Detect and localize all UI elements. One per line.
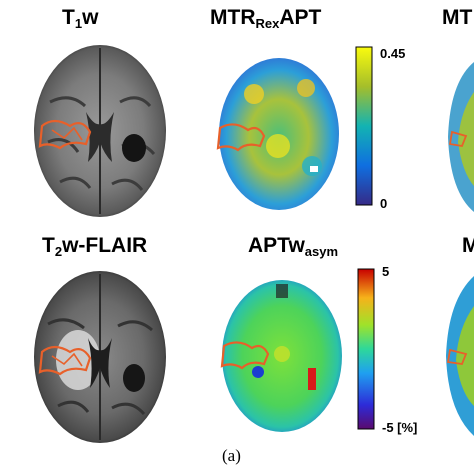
m-edge-title: M: [462, 234, 474, 257]
mtr-rex-apt-map: [216, 58, 339, 210]
aptw-asym-colorbar: [357, 268, 375, 430]
mtr-edge-title: MT: [442, 6, 473, 29]
t1w-brain-image: [34, 45, 166, 217]
figure-caption: (a): [222, 446, 241, 465]
aptw-asym-title: APTwasym: [248, 234, 339, 259]
mtr-colorbar: [355, 46, 373, 206]
mtr-rex-apt-title: MTRRexAPT: [210, 6, 322, 31]
mtr-colorbar-max-label: 0.45: [380, 46, 406, 61]
mtr-colorbar-min-label: 0: [380, 196, 388, 211]
aptw-colorbar-max-label: 5: [382, 264, 390, 279]
t2w-flair-title: T2w-FLAIR: [42, 234, 148, 259]
m-edge-map: [446, 276, 474, 436]
t2w-flair-brain-image: [34, 271, 166, 443]
aptw-colorbar-min-label: -5 [%]: [382, 420, 418, 435]
mtr-edge-map: [448, 62, 474, 212]
t1w-title: T1w: [62, 6, 99, 31]
aptw-asym-map: [220, 280, 342, 432]
